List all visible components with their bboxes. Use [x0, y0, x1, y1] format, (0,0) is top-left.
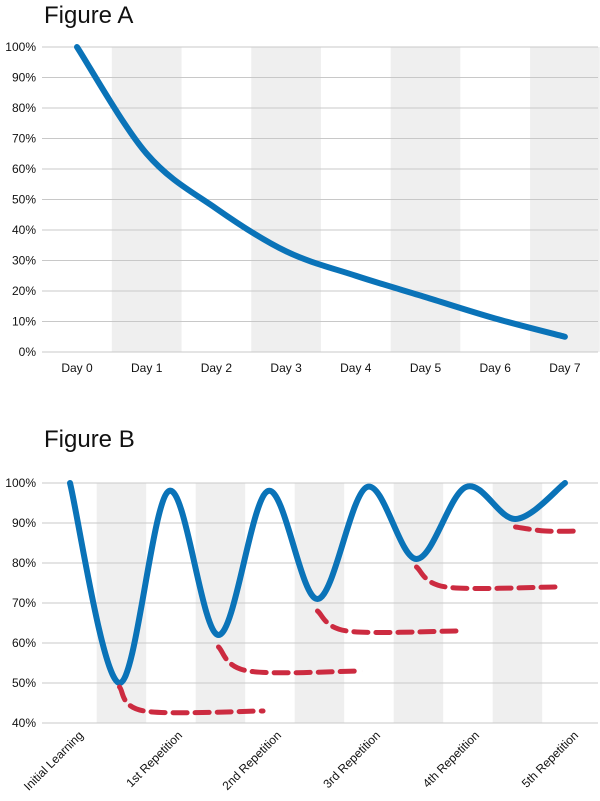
y-tick-label: 100%	[5, 476, 36, 490]
y-tick-label: 70%	[12, 596, 36, 610]
y-tick-label: 30%	[12, 254, 36, 268]
x-tick-label: 5th Repetition	[519, 728, 581, 790]
forgetting-baseline-4	[414, 564, 558, 591]
y-tick-label: 50%	[12, 676, 36, 690]
y-tick-label: 100%	[5, 40, 36, 54]
y-tick-label: 40%	[12, 223, 36, 237]
y-tick-label: 10%	[12, 315, 36, 329]
figure-a-title: Figure A	[44, 2, 134, 29]
y-tick-label: 40%	[12, 716, 36, 730]
y-tick-label: 0%	[19, 345, 37, 359]
figure-a: Figure A 0% 10% 20% 30% 40% 50% 60% 70% 80% 90% 10…	[0, 0, 600, 400]
x-tick-label: Day 1	[131, 361, 163, 375]
y-tick-label: 80%	[12, 556, 36, 570]
forgetting-baseline-3	[315, 608, 459, 635]
forgetting-baseline-1	[117, 684, 266, 716]
x-tick-label: Day 6	[480, 361, 512, 375]
x-tick-label: Day 4	[340, 361, 372, 375]
y-tick-label: 60%	[12, 162, 36, 176]
x-tick-label: 3rd Repetition	[320, 728, 383, 791]
x-tick-label: 2nd Repetition	[219, 728, 284, 793]
y-tick-label: 60%	[12, 636, 36, 650]
x-tick-label: Day 2	[201, 361, 233, 375]
y-tick-label: 70%	[12, 132, 36, 146]
x-tick-label: 4th Repetition	[420, 728, 482, 790]
memory-curve	[67, 480, 568, 687]
x-tick-label: Day 0	[61, 361, 93, 375]
forgetting-baseline-2	[216, 644, 365, 676]
figure-b-chart: 40% 50% 60% 70% 80% 90% 100% Initial Learning 1s…	[5, 476, 598, 793]
y-tick-label: 20%	[12, 284, 36, 298]
y-tick-label: 90%	[12, 71, 36, 85]
figure-a-chart: 0% 10% 20% 30% 40% 50% 60% 70% 80% 90% 100% Day 0 Da…	[5, 40, 600, 375]
x-tick-label: Day 3	[270, 361, 302, 375]
y-tick-label: 80%	[12, 101, 36, 115]
x-tick-label: Day 5	[410, 361, 442, 375]
figure-b: Figure B 40% 50% 60% 70% 80% 90% 100% Initial L…	[0, 420, 600, 801]
figure-b-title: Figure B	[44, 426, 135, 453]
y-tick-label: 90%	[12, 516, 36, 530]
x-tick-label: Initial Learning	[21, 728, 86, 793]
x-tick-label: 1st Repetition	[123, 728, 185, 790]
forgetting-baseline-5	[513, 524, 583, 534]
x-tick-label: Day 7	[549, 361, 581, 375]
y-tick-label: 50%	[12, 193, 36, 207]
